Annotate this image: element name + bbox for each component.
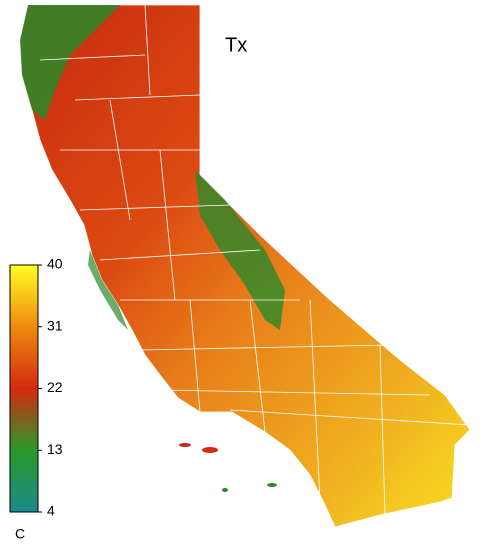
island	[267, 483, 277, 487]
north-forest	[20, 5, 120, 120]
tick-label: 4	[47, 503, 55, 519]
sierra-forest	[195, 170, 285, 330]
island	[179, 443, 191, 447]
map-title: Tx	[225, 34, 247, 56]
tick-label: 22	[47, 379, 63, 395]
california	[19, 4, 471, 528]
colorbar-unit: C	[15, 526, 25, 542]
tick-label: 40	[47, 256, 63, 272]
island	[202, 447, 218, 453]
colorbar	[9, 264, 39, 513]
coast-forest	[88, 250, 128, 330]
tick-label: 13	[47, 441, 63, 457]
county-lines	[39, 4, 471, 516]
tick-label: 31	[47, 317, 63, 333]
island	[222, 488, 228, 492]
